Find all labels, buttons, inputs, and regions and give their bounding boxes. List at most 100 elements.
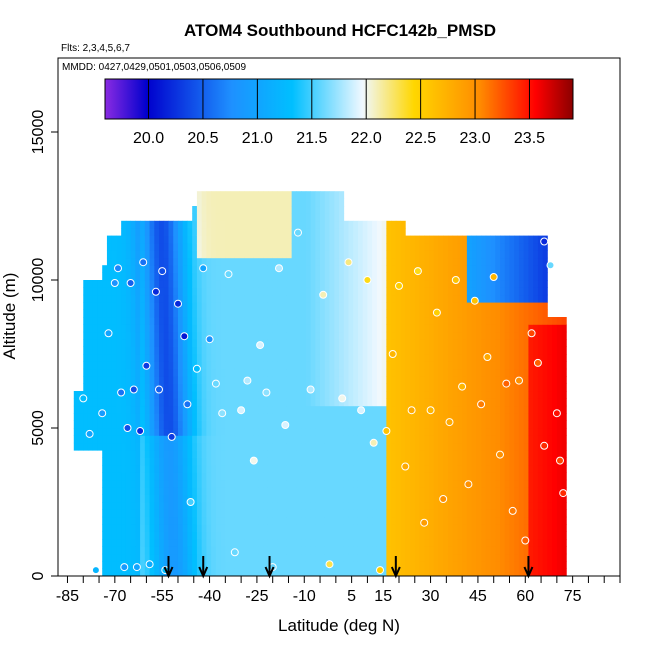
field-cell (244, 502, 250, 510)
field-cell (310, 450, 316, 458)
field-cell (419, 472, 425, 481)
field-cell (343, 228, 349, 236)
field-cell (500, 435, 506, 444)
field-cell (329, 257, 335, 266)
field-cell (457, 405, 463, 414)
field-cell (424, 457, 430, 466)
field-cell (258, 479, 264, 488)
field-cell (348, 376, 354, 384)
field-cell (528, 280, 534, 288)
field-cell (116, 280, 122, 288)
field-cell (533, 420, 539, 429)
field-cell (362, 228, 368, 236)
field-cell (272, 339, 278, 347)
field-cell (424, 568, 430, 576)
field-cell (211, 516, 217, 525)
field-cell (490, 339, 496, 347)
field-cell (315, 502, 321, 510)
field-cell (277, 257, 283, 266)
field-cell (263, 361, 269, 370)
field-cell (211, 265, 217, 273)
x-tick-label: -10 (293, 588, 316, 605)
field-cell (381, 420, 387, 429)
field-cell (561, 531, 567, 540)
field-cell (163, 324, 169, 333)
field-cell (343, 294, 349, 303)
field-cell (201, 272, 207, 281)
field-cell (410, 494, 416, 503)
field-cell (443, 339, 449, 347)
field-cell (462, 324, 468, 333)
field-cell (315, 546, 321, 555)
field-cell (391, 561, 397, 569)
field-cell (144, 472, 150, 481)
field-cell (523, 294, 529, 303)
field-cell (376, 257, 383, 266)
field-cell (391, 257, 397, 266)
field-cell (220, 280, 226, 288)
field-cell (154, 317, 160, 325)
field-cell (466, 339, 473, 347)
field-cell (547, 450, 553, 458)
field-cell (438, 502, 444, 510)
field-cell (140, 317, 146, 325)
field-cell (324, 228, 330, 236)
field-cell (301, 317, 307, 325)
field-cell (357, 516, 364, 525)
field-cell (130, 546, 136, 555)
field-cell (301, 361, 307, 370)
field-cell (149, 250, 155, 259)
field-cell (357, 361, 364, 370)
field-cell (391, 294, 397, 303)
field-cell (419, 383, 425, 392)
field-cell (386, 398, 392, 407)
field-cell (561, 324, 567, 333)
field-cell (249, 339, 255, 347)
field-cell (263, 531, 269, 540)
field-cell (121, 287, 127, 296)
field-cell (140, 413, 146, 421)
field-cell (537, 302, 544, 310)
field-cell (547, 487, 553, 495)
field-cell (485, 457, 491, 466)
field-cell (514, 457, 520, 466)
field-cell (159, 539, 165, 547)
field-cell (125, 391, 132, 399)
field-cell (500, 465, 506, 473)
field-cell (272, 405, 278, 414)
field-cell (523, 479, 529, 488)
field-cell (552, 398, 558, 407)
field-cell (372, 442, 378, 451)
field-cell (182, 494, 188, 503)
field-cell (353, 487, 359, 495)
field-cell (225, 405, 231, 414)
field-cell (196, 487, 203, 495)
obs-point (540, 441, 549, 450)
field-cell (372, 287, 378, 296)
field-cell (362, 509, 368, 518)
field-cell (433, 546, 439, 555)
field-cell (196, 502, 203, 510)
field-cell (196, 531, 203, 540)
field-cell (234, 568, 240, 576)
field-cell (405, 398, 411, 407)
field-cell (428, 435, 435, 444)
field-cell (452, 294, 458, 303)
field-cell (518, 243, 525, 251)
field-cell (220, 257, 226, 266)
field-cell (362, 265, 368, 273)
field-cell (395, 265, 401, 273)
field-cell (376, 361, 383, 370)
field-cell (310, 354, 316, 362)
field-cell (514, 309, 520, 318)
field-cell (495, 509, 501, 518)
field-cell (249, 346, 255, 355)
field-cell (500, 280, 506, 288)
field-cell (163, 368, 169, 377)
field-cell (367, 568, 373, 576)
field-cell (495, 331, 501, 340)
field-cell (462, 339, 468, 347)
field-cell (211, 220, 217, 229)
field-cell (196, 524, 203, 532)
field-cell (83, 339, 89, 347)
